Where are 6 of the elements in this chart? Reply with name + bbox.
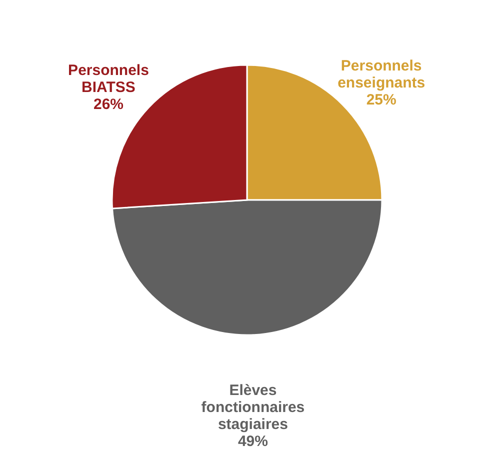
data-label: 26% — [93, 96, 124, 113]
slice-label: Elèves fonctionnaires stagiaires — [201, 382, 305, 433]
slice-label: Personnels enseignants — [338, 58, 426, 92]
data-label: 25% — [366, 92, 396, 109]
data-label: 49% — [238, 432, 268, 450]
slice-label: Personnels BIATSS — [68, 62, 149, 96]
